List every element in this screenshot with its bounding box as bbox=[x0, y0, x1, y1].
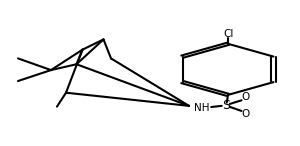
Text: NH: NH bbox=[194, 103, 209, 113]
Text: Cl: Cl bbox=[224, 29, 234, 39]
Text: S: S bbox=[222, 99, 230, 112]
Text: O: O bbox=[241, 92, 249, 102]
Text: O: O bbox=[241, 109, 249, 119]
